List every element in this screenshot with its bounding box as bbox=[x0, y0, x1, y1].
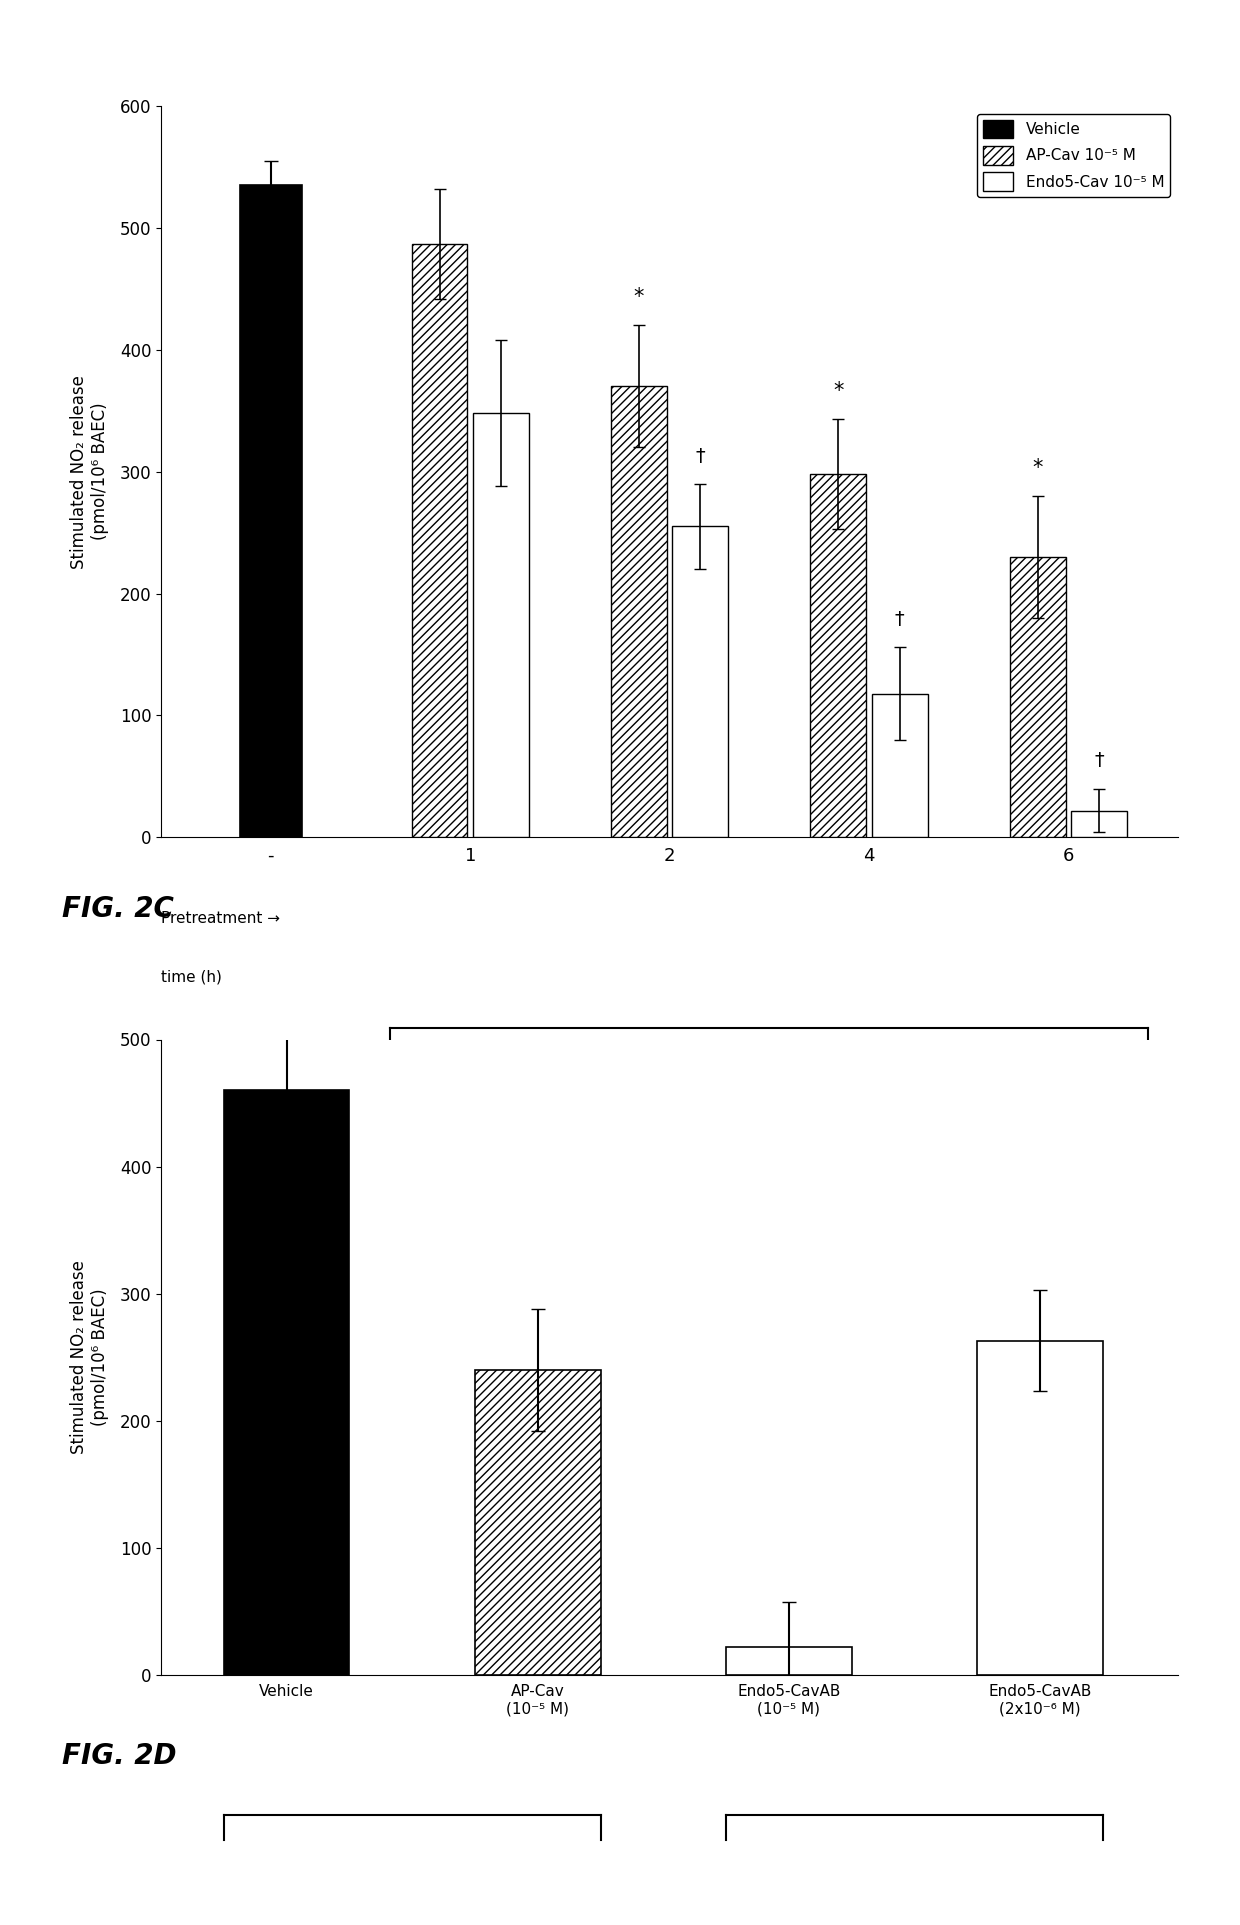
Text: †: † bbox=[1094, 751, 1104, 770]
Text: FIG. 2D: FIG. 2D bbox=[62, 1742, 176, 1771]
Text: *: * bbox=[833, 381, 843, 400]
Text: time (h): time (h) bbox=[161, 968, 222, 984]
Bar bbox=[611, 387, 667, 837]
Bar bbox=[672, 526, 728, 837]
Y-axis label: Stimulated NO₂ release
(pmol/10⁶ BAEC): Stimulated NO₂ release (pmol/10⁶ BAEC) bbox=[69, 375, 109, 568]
Bar bbox=[241, 185, 301, 837]
Bar bbox=[727, 1646, 852, 1675]
Bar bbox=[472, 414, 528, 837]
Bar bbox=[412, 244, 467, 837]
Legend: Vehicle, AP-Cav 10⁻⁵ M, Endo5-Cav 10⁻⁵ M: Vehicle, AP-Cav 10⁻⁵ M, Endo5-Cav 10⁻⁵ M bbox=[977, 114, 1171, 196]
Bar bbox=[872, 693, 928, 837]
Text: †: † bbox=[895, 610, 904, 629]
Bar bbox=[224, 1090, 350, 1675]
Bar bbox=[977, 1340, 1102, 1675]
Bar bbox=[1071, 810, 1127, 837]
Bar bbox=[1009, 556, 1065, 837]
Y-axis label: Stimulated NO₂ release
(pmol/10⁶ BAEC): Stimulated NO₂ release (pmol/10⁶ BAEC) bbox=[69, 1261, 109, 1453]
Text: †: † bbox=[696, 447, 706, 466]
Text: *: * bbox=[1033, 458, 1043, 477]
Text: Pretreatment →: Pretreatment → bbox=[161, 911, 280, 926]
Text: FIG. 2C: FIG. 2C bbox=[62, 895, 174, 924]
Bar bbox=[475, 1371, 600, 1675]
Text: *: * bbox=[634, 287, 644, 306]
Text: VEGF 10⁻⁹ M: VEGF 10⁻⁹ M bbox=[717, 1072, 822, 1090]
Bar bbox=[811, 474, 867, 837]
